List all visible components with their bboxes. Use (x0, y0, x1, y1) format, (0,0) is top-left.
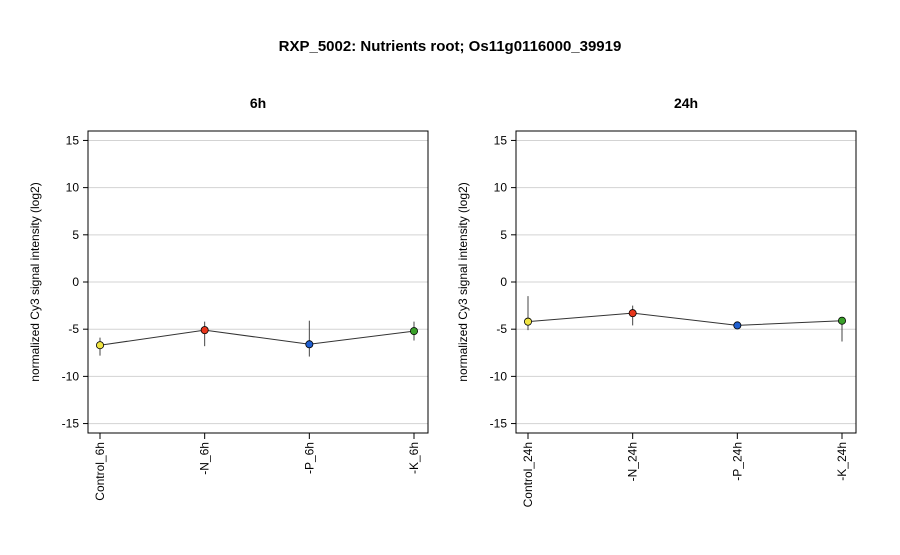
data-point (838, 316, 847, 325)
x-tick-label: -N_24h (626, 442, 640, 481)
y-tick-label: 0 (72, 275, 79, 289)
y-axis-label: normalized Cy3 signal intensity (log2) (456, 182, 470, 381)
y-tick-label: -15 (62, 417, 80, 431)
y-tick-label: -15 (490, 417, 508, 431)
data-point (96, 341, 105, 350)
x-tick-label: -P_6h (302, 442, 316, 474)
y-tick-label: 15 (494, 133, 508, 147)
y-axis-label: normalized Cy3 signal intensity (log2) (28, 182, 42, 381)
data-point (200, 326, 209, 335)
y-tick-label: -10 (490, 369, 508, 383)
series-line (527, 312, 843, 326)
y-tick-label: 10 (66, 181, 80, 195)
figure-title: RXP_5002: Nutrients root; Os11g0116000_3… (278, 38, 622, 55)
data-point (305, 340, 314, 349)
y-tick-label: 0 (500, 275, 507, 289)
series-line (99, 329, 415, 346)
y-tick-label: 15 (66, 133, 80, 147)
plot-frame (515, 130, 857, 434)
panel-title: 24h (674, 95, 698, 111)
chart-panel-1: 6h -15 -10 -5 0 5 10 15 normalized Cy3 signal in… (28, 95, 429, 501)
x-tick-label: Control_24h (521, 442, 535, 507)
chart-panel-2: 24h -15 -10 -5 0 5 10 15 normalized Cy3 signal i… (456, 95, 857, 507)
x-tick-label: -K_6h (407, 442, 421, 474)
x-tick-label: -P_24h (730, 442, 744, 481)
panel-title: 6h (250, 95, 266, 111)
data-point (628, 309, 637, 318)
x-tick-label: -N_6h (198, 442, 212, 475)
data-point (733, 321, 742, 330)
y-tick-label: -5 (496, 322, 507, 336)
y-tick-label: 5 (72, 228, 79, 242)
data-point (409, 327, 418, 336)
y-tick-label: -5 (68, 322, 79, 336)
y-tick-label: 10 (494, 181, 508, 195)
data-point (524, 317, 533, 326)
y-tick-label: -10 (62, 369, 80, 383)
x-tick-label: Control_6h (93, 442, 107, 501)
y-tick-label: 5 (500, 228, 507, 242)
plot-frame (87, 130, 429, 434)
x-tick-label: -K_24h (835, 442, 849, 481)
